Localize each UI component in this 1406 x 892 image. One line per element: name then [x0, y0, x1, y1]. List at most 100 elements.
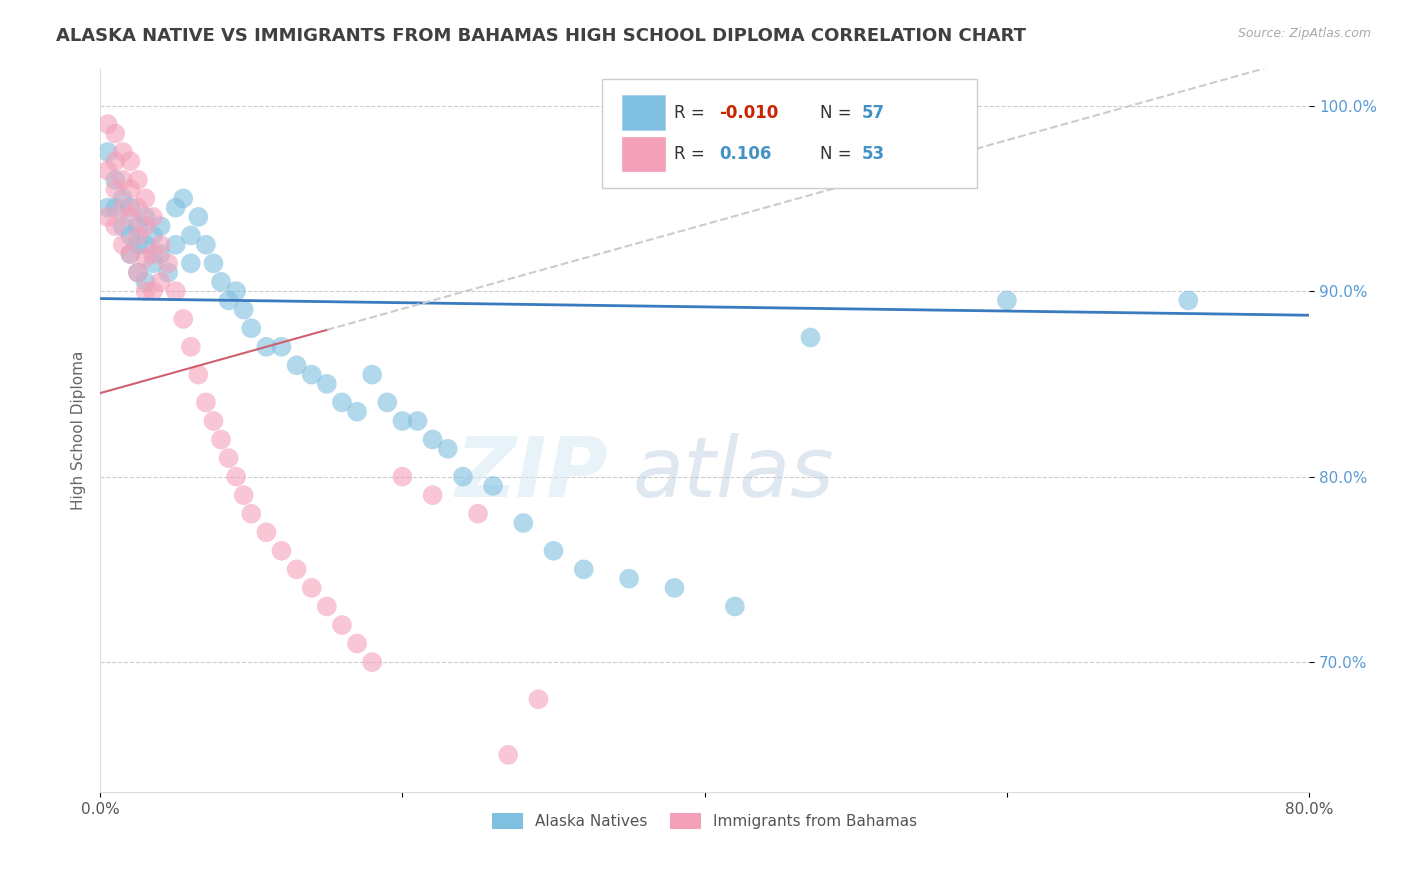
Point: [104, 182, 127, 196]
Point: [172, 312, 194, 326]
Point: [270, 340, 292, 354]
Point: [120, 228, 142, 243]
Point: [451, 469, 474, 483]
Point: [120, 210, 142, 224]
Point: [467, 507, 489, 521]
Point: [134, 237, 156, 252]
Point: [165, 284, 187, 298]
Point: [315, 599, 337, 614]
Point: [134, 284, 156, 298]
Point: [134, 210, 156, 224]
Text: 57: 57: [862, 103, 884, 121]
Point: [194, 395, 217, 409]
Point: [157, 266, 180, 280]
Point: [995, 293, 1018, 308]
Point: [225, 284, 247, 298]
Point: [97, 201, 120, 215]
Point: [1177, 293, 1199, 308]
Point: [165, 237, 187, 252]
Point: [202, 414, 225, 428]
Point: [285, 562, 308, 576]
Point: [240, 321, 263, 335]
Point: [142, 247, 165, 261]
Legend: Alaska Natives, Immigrants from Bahamas: Alaska Natives, Immigrants from Bahamas: [486, 806, 924, 835]
Point: [187, 210, 209, 224]
Point: [496, 747, 519, 762]
Point: [111, 173, 134, 187]
Point: [180, 340, 202, 354]
Point: [165, 201, 187, 215]
Point: [512, 516, 534, 530]
Text: ZIP: ZIP: [456, 434, 607, 514]
FancyBboxPatch shape: [623, 95, 665, 130]
Point: [572, 562, 595, 576]
Point: [285, 359, 308, 373]
Point: [127, 266, 149, 280]
Point: [301, 368, 323, 382]
Point: [194, 237, 217, 252]
Point: [104, 173, 127, 187]
Point: [617, 572, 640, 586]
Point: [127, 266, 149, 280]
Point: [232, 488, 254, 502]
Point: [187, 368, 209, 382]
Point: [527, 692, 550, 706]
Point: [361, 368, 384, 382]
Point: [120, 247, 142, 261]
Point: [142, 210, 165, 224]
Text: atlas: atlas: [633, 434, 834, 514]
Point: [799, 330, 821, 344]
Point: [254, 525, 277, 540]
Point: [127, 219, 149, 234]
Point: [180, 228, 202, 243]
Point: [330, 618, 353, 632]
Point: [482, 479, 505, 493]
Point: [97, 117, 120, 131]
Point: [172, 191, 194, 205]
Point: [225, 469, 247, 483]
Point: [270, 544, 292, 558]
Point: [422, 488, 444, 502]
Text: 0.106: 0.106: [720, 145, 772, 163]
Point: [218, 451, 240, 466]
Point: [346, 636, 368, 650]
Point: [149, 237, 172, 252]
Point: [157, 256, 180, 270]
Point: [149, 247, 172, 261]
Point: [120, 201, 142, 215]
Point: [97, 163, 120, 178]
Point: [120, 247, 142, 261]
Point: [142, 284, 165, 298]
Point: [315, 376, 337, 391]
Point: [391, 469, 413, 483]
Point: [111, 237, 134, 252]
Y-axis label: High School Diploma: High School Diploma: [72, 351, 86, 510]
Point: [111, 219, 134, 234]
Point: [142, 256, 165, 270]
Point: [111, 145, 134, 159]
Point: [330, 395, 353, 409]
Point: [346, 405, 368, 419]
Text: ALASKA NATIVE VS IMMIGRANTS FROM BAHAMAS HIGH SCHOOL DIPLOMA CORRELATION CHART: ALASKA NATIVE VS IMMIGRANTS FROM BAHAMAS…: [56, 27, 1026, 45]
Point: [104, 201, 127, 215]
Point: [111, 201, 134, 215]
Point: [361, 655, 384, 669]
Point: [134, 219, 156, 234]
Point: [142, 228, 165, 243]
Point: [301, 581, 323, 595]
Point: [436, 442, 458, 456]
Point: [422, 433, 444, 447]
Point: [111, 191, 134, 205]
Point: [127, 173, 149, 187]
Point: [97, 145, 120, 159]
Point: [232, 302, 254, 317]
Point: [120, 182, 142, 196]
Text: R =: R =: [675, 145, 710, 163]
Point: [134, 275, 156, 289]
Point: [180, 256, 202, 270]
Point: [127, 201, 149, 215]
Point: [218, 293, 240, 308]
Point: [209, 275, 232, 289]
Point: [97, 210, 120, 224]
Point: [104, 127, 127, 141]
